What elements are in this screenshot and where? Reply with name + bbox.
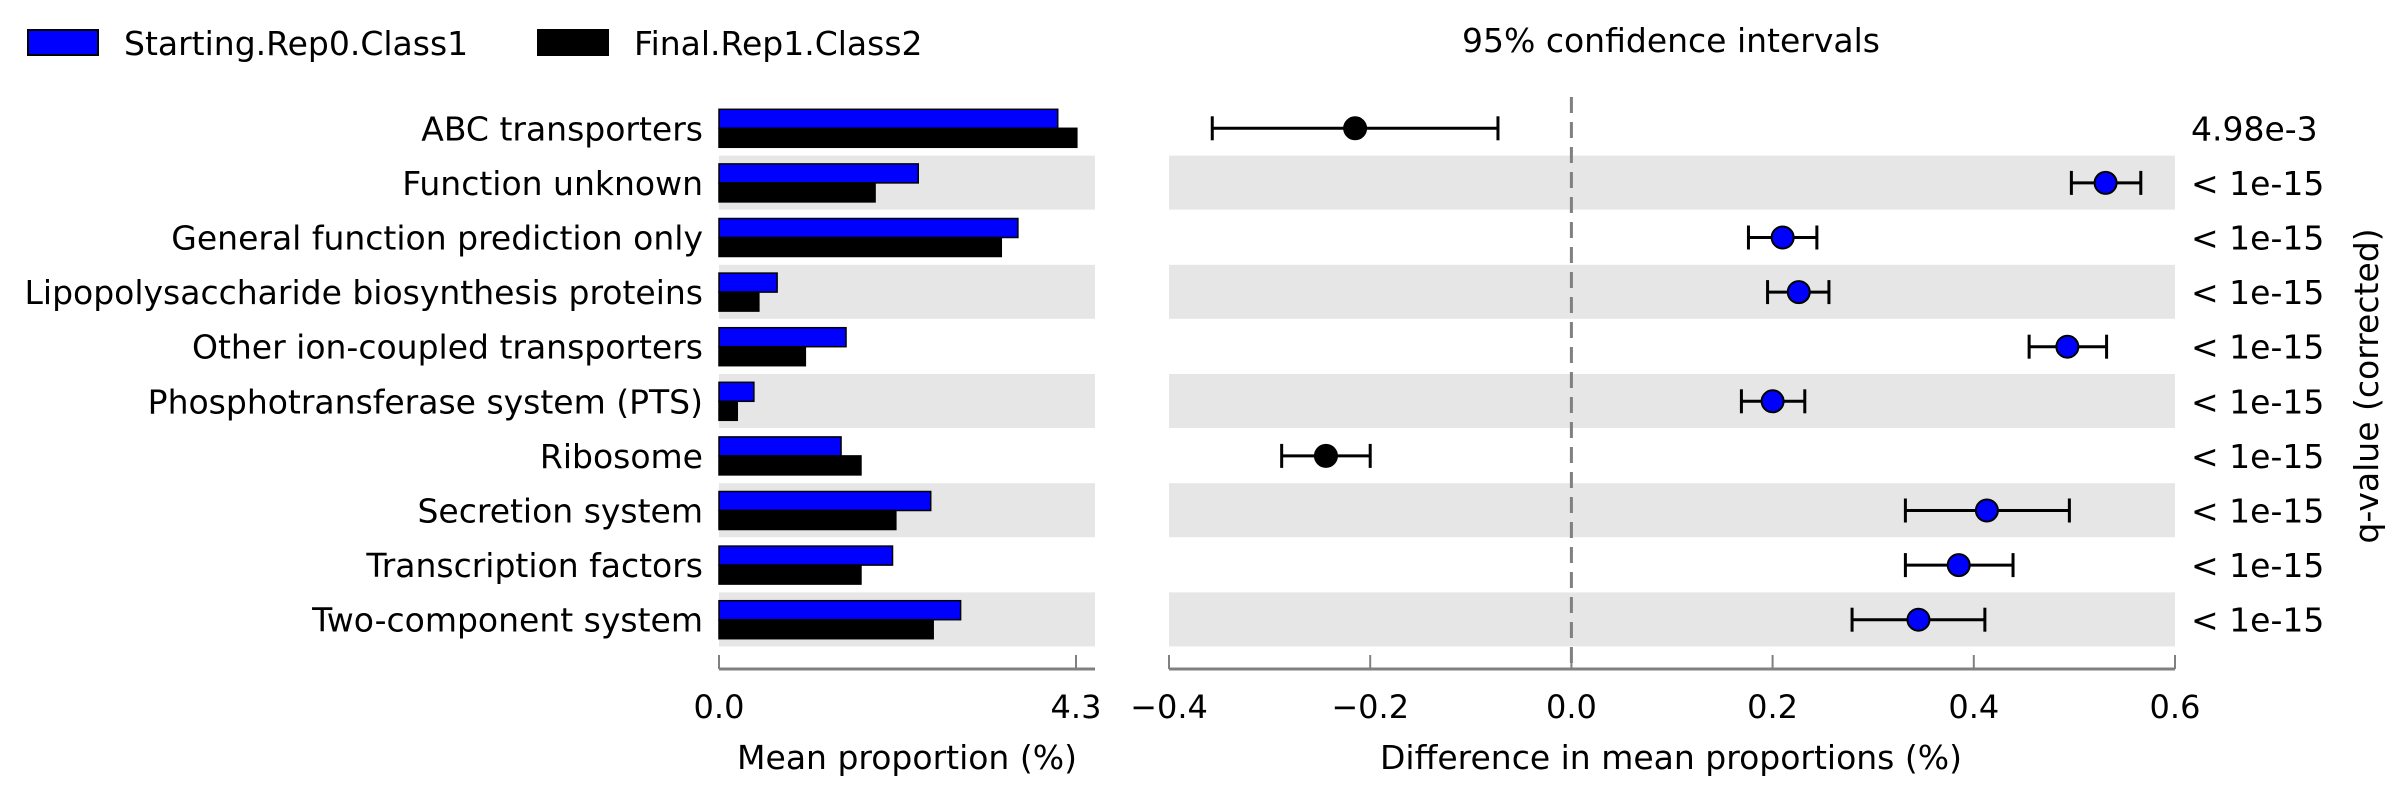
category-label: Lipopolysaccharide biosynthesis proteins bbox=[25, 273, 703, 312]
ci-row-band bbox=[1169, 155, 2175, 210]
bar bbox=[718, 326, 847, 348]
legend-swatch bbox=[27, 29, 99, 56]
bar bbox=[718, 108, 1059, 130]
q-value-label: < 1e-15 bbox=[2191, 219, 2324, 258]
bar bbox=[718, 236, 1003, 258]
bar bbox=[718, 182, 876, 203]
q-value-label: < 1e-15 bbox=[2191, 492, 2324, 531]
x-tick-label: 4.3 bbox=[1051, 688, 1102, 726]
ci-panel-points bbox=[1210, 97, 2143, 669]
legend: Starting.Rep0.Class1 Final.Rep1.Class2 bbox=[27, 24, 923, 63]
bar bbox=[718, 381, 755, 403]
ci-point bbox=[2093, 170, 2118, 195]
ci-row-band bbox=[1169, 592, 2175, 647]
x-tick-label: 0.6 bbox=[2150, 688, 2201, 726]
category-label: Two-component system bbox=[311, 601, 703, 640]
q-value-label: < 1e-15 bbox=[2191, 382, 2324, 421]
bar bbox=[718, 272, 778, 293]
q-value-label: < 1e-15 bbox=[2191, 437, 2324, 476]
category-label: Other ion-coupled transporters bbox=[192, 328, 703, 367]
x-tick-label: 0.0 bbox=[1546, 688, 1597, 726]
q-value-label: < 1e-15 bbox=[2191, 164, 2324, 203]
legend-swatch bbox=[537, 29, 609, 56]
ci-row-band bbox=[1169, 264, 2175, 319]
category-label: Secretion system bbox=[417, 492, 703, 531]
bar bbox=[718, 490, 932, 512]
bar-panel-x-axis: 0.0 4.3 bbox=[694, 655, 1102, 726]
category-labels: ABC transporters Function unknown General … bbox=[25, 109, 703, 639]
category-label: ABC transporters bbox=[421, 109, 703, 148]
bar bbox=[718, 127, 1078, 149]
bar bbox=[718, 163, 920, 184]
q-value-labels: 4.98e-3 < 1e-15 < 1e-15 < 1e-15 < 1e-15 < 1e-… bbox=[2191, 109, 2324, 639]
ci-point bbox=[2055, 334, 2080, 359]
category-label: Ribosome bbox=[540, 437, 703, 476]
ci-point bbox=[1786, 280, 1811, 305]
ci-point bbox=[1313, 443, 1338, 468]
bar-panel-x-axis-title: Mean proportion (%) bbox=[737, 738, 1077, 777]
bar bbox=[718, 509, 897, 531]
category-label: Function unknown bbox=[402, 164, 703, 203]
q-value-axis-title: q-value (corrected) bbox=[2347, 228, 2386, 543]
x-tick-label: −0.4 bbox=[1130, 688, 1208, 726]
ci-point bbox=[1770, 225, 1795, 250]
bar-row-band bbox=[719, 374, 1095, 428]
ci-point bbox=[1343, 116, 1368, 141]
ci-panel-x-axis-title: Difference in mean proportions (%) bbox=[1380, 738, 1962, 777]
bar bbox=[718, 599, 962, 621]
q-value-label: < 1e-15 bbox=[2191, 328, 2324, 367]
ci-point bbox=[1760, 389, 1785, 414]
bar bbox=[718, 564, 862, 585]
x-tick-label: 0.0 bbox=[694, 688, 745, 726]
q-value-label: < 1e-15 bbox=[2191, 546, 2324, 585]
ci-panel-title: 95% confidence intervals bbox=[1462, 21, 1880, 60]
q-value-label: < 1e-15 bbox=[2191, 601, 2324, 640]
category-label: Transcription factors bbox=[365, 546, 703, 585]
x-tick-label: −0.2 bbox=[1331, 688, 1409, 726]
bar-row-band bbox=[719, 264, 1095, 319]
ci-panel-row-shading bbox=[1169, 155, 2175, 647]
bar bbox=[718, 436, 842, 457]
q-value-label: < 1e-15 bbox=[2191, 273, 2324, 312]
category-label: Phosphotransferase system (PTS) bbox=[148, 382, 703, 421]
ci-point bbox=[1974, 498, 1999, 523]
legend-label: Final.Rep1.Class2 bbox=[634, 24, 923, 63]
ci-point bbox=[1946, 553, 1971, 578]
x-tick-label: 0.2 bbox=[1747, 688, 1798, 726]
bar-panel-bars bbox=[718, 108, 1078, 640]
bar bbox=[718, 217, 1019, 239]
legend-label: Starting.Rep0.Class1 bbox=[124, 24, 468, 63]
ci-panel-x-axis: −0.4 −0.2 0.0 0.2 0.4 0.6 bbox=[1130, 655, 2200, 726]
bar bbox=[718, 455, 862, 476]
bar bbox=[718, 545, 894, 566]
x-tick-label: 0.4 bbox=[1948, 688, 1999, 726]
ci-row-band bbox=[1169, 374, 2175, 428]
bar bbox=[718, 345, 807, 367]
category-label: General function prediction only bbox=[171, 219, 703, 258]
bar bbox=[718, 400, 739, 422]
q-value-label: 4.98e-3 bbox=[2191, 109, 2318, 148]
ci-point bbox=[1906, 607, 1931, 632]
bar bbox=[718, 618, 934, 640]
bar bbox=[718, 291, 760, 312]
